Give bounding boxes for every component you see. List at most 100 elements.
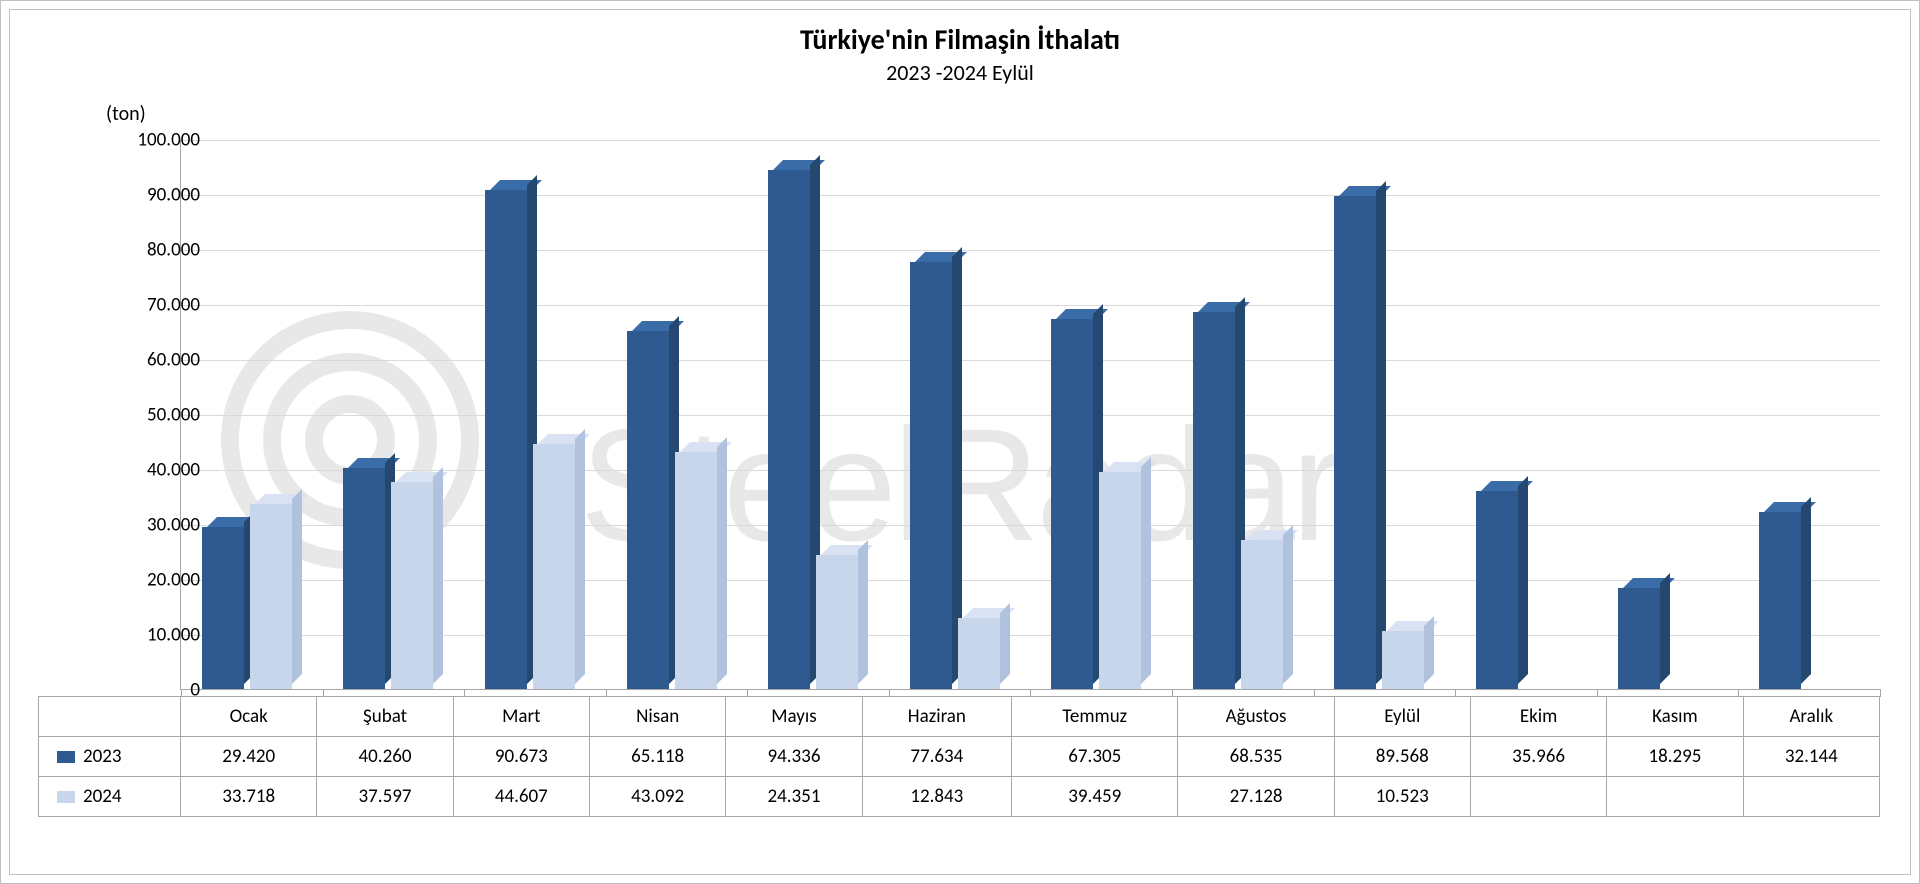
series-legend-cell: 2024 <box>39 777 181 817</box>
table-cell: 10.523 <box>1334 777 1470 817</box>
table-header-cell: Nisan <box>589 697 725 737</box>
y-axis-unit-label: (ton) <box>106 102 146 126</box>
chart-panel: Türkiye'nin Filmaşin İthalatı 2023 -2024… <box>9 9 1911 875</box>
table-cell: 68.535 <box>1178 737 1334 777</box>
category-group <box>1455 140 1597 689</box>
table-cell <box>1743 777 1879 817</box>
table-cell: 24.351 <box>726 777 862 817</box>
bar-2023 <box>343 468 385 689</box>
bar-2024 <box>391 482 433 689</box>
bar-side-face <box>575 429 585 684</box>
bar-2023 <box>768 170 810 689</box>
table-header-cell: Mayıs <box>726 697 862 737</box>
bar-2023 <box>1618 588 1660 689</box>
table-row: 2024 33.71837.59744.60743.09224.35112.843… <box>39 777 1880 817</box>
y-tick-label: 10.000 <box>110 624 200 647</box>
series-name-label: 2024 <box>83 785 122 808</box>
table-header-cell: Aralık <box>1743 697 1879 737</box>
bars-container <box>181 140 1880 689</box>
table-header-cell: Ekim <box>1470 697 1606 737</box>
y-tick-label: 20.000 <box>110 569 200 592</box>
table-cell: 43.092 <box>589 777 725 817</box>
category-group <box>1597 140 1739 689</box>
table-row: 2023 29.42040.26090.67365.11894.33677.634… <box>39 737 1880 777</box>
category-group <box>606 140 748 689</box>
bar-side-face <box>1660 573 1670 684</box>
table-cell: 44.607 <box>453 777 589 817</box>
title-block: Türkiye'nin Filmaşin İthalatı 2023 -2024… <box>10 10 1910 86</box>
bar-2023 <box>1476 491 1518 689</box>
y-tick-label: 30.000 <box>110 514 200 537</box>
category-group <box>747 140 889 689</box>
series-name-label: 2023 <box>83 745 122 768</box>
table-cell: 37.597 <box>317 777 453 817</box>
table-cell: 90.673 <box>453 737 589 777</box>
table-corner-cell <box>39 697 181 737</box>
table-header-row: OcakŞubatMartNisanMayısHaziranTemmuzAğus… <box>39 697 1880 737</box>
table-header-cell: Şubat <box>317 697 453 737</box>
bar-2024 <box>1099 472 1141 689</box>
table-cell: 12.843 <box>862 777 1011 817</box>
table-cell <box>1607 777 1743 817</box>
table-cell: 32.144 <box>1743 737 1879 777</box>
bar-2024 <box>816 555 858 689</box>
table-cell: 67.305 <box>1012 737 1178 777</box>
bar-side-face <box>292 489 302 684</box>
bar-2023 <box>485 190 527 689</box>
bar-2023 <box>1334 196 1376 689</box>
table-header-cell: Mart <box>453 697 589 737</box>
table-cell: 39.459 <box>1012 777 1178 817</box>
bar-side-face <box>1424 616 1434 684</box>
table-header-cell: Haziran <box>862 697 1011 737</box>
y-tick-label: 40.000 <box>110 459 200 482</box>
bar-side-face <box>1801 497 1811 684</box>
table-cell: 77.634 <box>862 737 1011 777</box>
bar-side-face <box>1518 476 1528 684</box>
bar-2023 <box>1193 312 1235 689</box>
bar-2024 <box>533 444 575 689</box>
table-cell: 89.568 <box>1334 737 1470 777</box>
category-group <box>889 140 1031 689</box>
bar-2023 <box>202 527 244 689</box>
category-group <box>1030 140 1172 689</box>
bar-2024 <box>1241 540 1283 689</box>
table-cell <box>1470 777 1606 817</box>
y-tick-label: 60.000 <box>110 349 200 372</box>
data-table: OcakŞubatMartNisanMayısHaziranTemmuzAğus… <box>38 696 1880 817</box>
bar-2023 <box>910 262 952 689</box>
y-tick-label: 80.000 <box>110 239 200 262</box>
y-tick-label: 90.000 <box>110 184 200 207</box>
chart-title: Türkiye'nin Filmaşin İthalatı <box>10 22 1910 57</box>
bar-side-face <box>858 540 868 684</box>
table-header-cell: Temmuz <box>1012 697 1178 737</box>
table-header-cell: Kasım <box>1607 697 1743 737</box>
bar-side-face <box>1141 457 1151 684</box>
y-tick-label: 100.000 <box>110 129 200 152</box>
category-group <box>1172 140 1314 689</box>
table-cell: 18.295 <box>1607 737 1743 777</box>
legend-swatch-icon <box>57 751 75 763</box>
plot-area <box>180 140 1880 690</box>
bar-2023 <box>1759 512 1801 689</box>
chart-subtitle: 2023 -2024 Eylül <box>10 59 1910 86</box>
bar-2024 <box>250 504 292 689</box>
bar-2024 <box>675 452 717 689</box>
category-group <box>323 140 465 689</box>
table-cell: 27.128 <box>1178 777 1334 817</box>
bar-side-face <box>1283 525 1293 684</box>
y-tick-label: 50.000 <box>110 404 200 427</box>
table-header-cell: Ocak <box>181 697 317 737</box>
bar-2024 <box>1382 631 1424 689</box>
table-cell: 94.336 <box>726 737 862 777</box>
table-cell: 33.718 <box>181 777 317 817</box>
chart-container: Türkiye'nin Filmaşin İthalatı 2023 -2024… <box>0 0 1920 884</box>
table-cell: 65.118 <box>589 737 725 777</box>
table-cell: 29.420 <box>181 737 317 777</box>
bar-side-face <box>1000 603 1010 684</box>
category-group <box>464 140 606 689</box>
category-group <box>181 140 323 689</box>
bar-side-face <box>1376 181 1386 684</box>
table-header-cell: Eylül <box>1334 697 1470 737</box>
series-legend-cell: 2023 <box>39 737 181 777</box>
table-cell: 40.260 <box>317 737 453 777</box>
